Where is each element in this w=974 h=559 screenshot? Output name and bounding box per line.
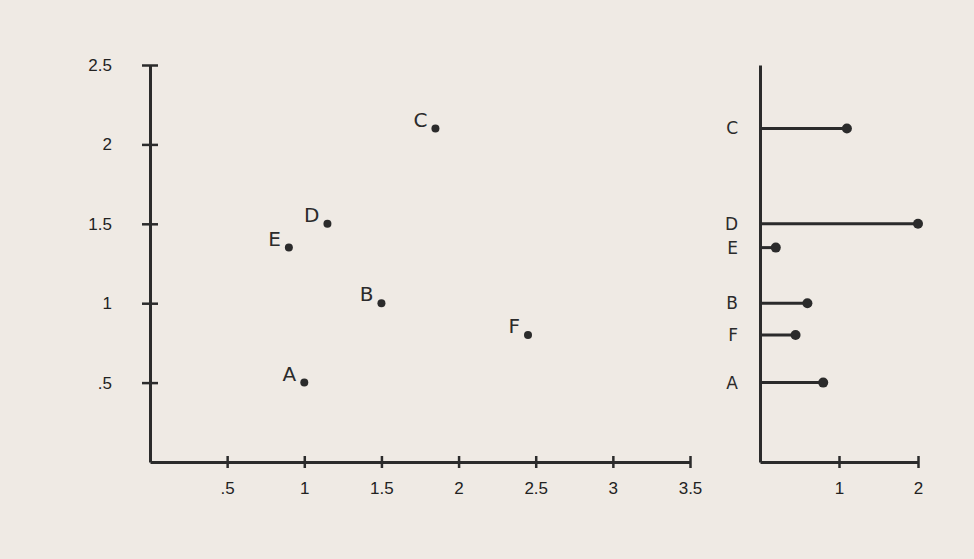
lollipops	[760, 124, 923, 388]
value-axis: 12	[761, 456, 924, 498]
x-axis-tick-label: .5	[221, 479, 235, 498]
point	[524, 331, 532, 339]
category-labels: C DE BF A	[725, 118, 738, 392]
value-axis-tick: 1	[835, 456, 844, 498]
x-axis-tick-label: 3.5	[679, 479, 703, 498]
lollipop-head	[913, 219, 923, 229]
point	[431, 125, 439, 133]
category-label: E	[727, 238, 738, 258]
y-axis-tick-mark	[142, 144, 158, 147]
y-axis-tick-label: .5	[98, 374, 112, 393]
x-axis-tick: 3	[609, 456, 618, 498]
points	[285, 125, 532, 387]
value-axis-tick: 2	[914, 456, 923, 498]
point	[377, 299, 385, 307]
category-label: F	[728, 325, 738, 345]
x-axis-tick-mark	[226, 456, 229, 468]
x-axis-tick-label: 3	[609, 479, 618, 498]
position-axis	[760, 66, 761, 463]
point-label: F	[508, 314, 520, 338]
y-axis-tick-label: 2.5	[88, 56, 112, 75]
x-axis-tick-label: 1	[300, 479, 309, 498]
y-axis-tick: .5	[98, 374, 158, 393]
y-axis-tick-mark	[142, 302, 158, 305]
lollipop-head	[791, 330, 801, 340]
lollipop-stem	[760, 302, 807, 305]
y-axis-tick: 1.5	[88, 215, 158, 234]
x-axis-tick-mark	[381, 456, 384, 468]
lollipop-head	[771, 243, 781, 253]
y-axis-tick-label: 1	[103, 294, 112, 313]
y-axis-tick-label: 1.5	[88, 215, 112, 234]
x-axis-tick-label: 2.5	[524, 479, 548, 498]
x-axis-tick-mark	[458, 456, 461, 468]
category-label: B	[726, 293, 738, 313]
x-axis-tick-mark	[535, 456, 538, 468]
position-axis-line	[759, 66, 762, 463]
point	[300, 379, 308, 387]
x-axis-tick: 1.5	[370, 456, 394, 498]
category-label: C	[726, 118, 738, 138]
lollipop-stem	[760, 381, 823, 384]
point-label: C	[413, 108, 427, 132]
x-axis-tick-label: 1.5	[370, 479, 394, 498]
lollipop-stem	[760, 222, 918, 225]
lollipop-head	[802, 298, 812, 308]
category-label: D	[725, 214, 738, 234]
x-axis-tick: .5	[221, 456, 235, 498]
lollipop-stem	[760, 333, 796, 336]
x-axis-tick: 2.5	[524, 456, 548, 498]
value-axis-tick-label: 1	[835, 479, 844, 498]
y-axis-tick-mark	[142, 64, 158, 67]
x-axis-line	[151, 461, 691, 464]
y-axis-tick: 2.5	[88, 56, 158, 75]
x-axis-tick: 2	[454, 456, 463, 498]
lollipop-stem	[760, 127, 847, 130]
chart-canvas: .511.522.533.5.511.522.5ABCDEF12CDEBFA	[0, 0, 974, 559]
x-axis-tick-label: 2	[454, 479, 463, 498]
x-axis-tick-mark	[612, 456, 615, 468]
point-label: B	[360, 282, 374, 306]
value-axis-tick-mark	[917, 456, 920, 468]
x-axis-tick-mark	[304, 456, 307, 468]
y-axis-tick-mark	[142, 223, 158, 226]
y-axis-tick-mark	[142, 382, 158, 385]
point-label: D	[304, 203, 319, 227]
y-axis-line	[149, 66, 152, 463]
point	[323, 220, 331, 228]
value-axis-tick-label: 2	[914, 479, 923, 498]
x-axis-tick: 3.5	[679, 456, 703, 498]
x-axis-tick-mark	[689, 456, 692, 468]
point-label: A	[283, 362, 297, 386]
y-axis-tick-label: 2	[103, 135, 112, 154]
y-axis-tick: 1	[103, 294, 158, 313]
point-labels: A B C DE F	[268, 108, 520, 386]
category-label: A	[726, 373, 738, 393]
point	[285, 244, 293, 252]
lollipop-head	[818, 378, 828, 388]
x-axis-tick: 1	[300, 456, 309, 498]
lollipop-head	[842, 124, 852, 134]
y-axis-tick: 2	[103, 135, 158, 154]
point-label: E	[268, 227, 281, 251]
x-axis: .5 1 1.5 2 2.5 3 3.5	[151, 456, 703, 498]
value-axis-tick-mark	[838, 456, 841, 468]
y-axis: .5 1 1.5 2 2.5	[88, 56, 158, 463]
